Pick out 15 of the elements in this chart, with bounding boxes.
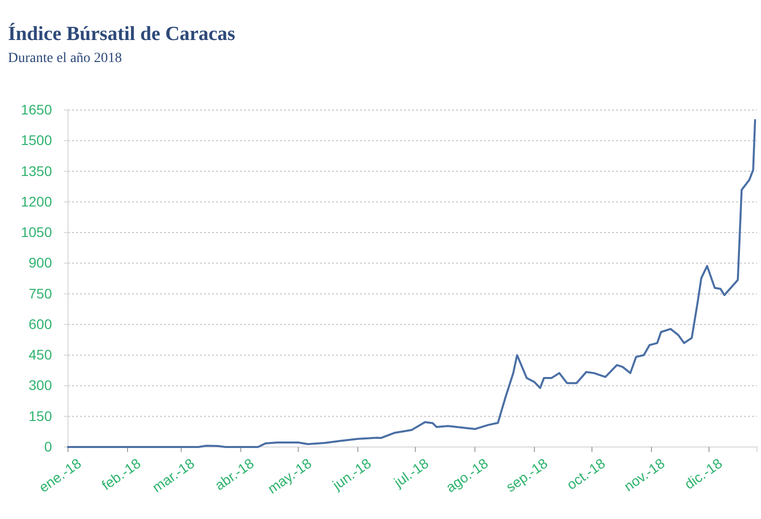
y-tick-label: 450 [28, 346, 52, 363]
y-tick-label: 150 [28, 408, 52, 424]
y-tick-label: 750 [28, 285, 52, 302]
y-tick-label: 1650 [20, 101, 52, 118]
y-tick-label: 300 [28, 377, 52, 394]
chart-title: Índice Búrsatil de Caracas [8, 22, 236, 45]
y-tick-label: 1500 [20, 132, 52, 148]
y-tick-label: 1350 [20, 162, 52, 179]
y-tick-label: 600 [28, 316, 52, 332]
y-tick-label: 0 [44, 438, 52, 454]
y-tick-label: 1050 [20, 224, 52, 240]
y-tick-label: 900 [28, 254, 52, 271]
chart-subtitle: Durante el año 2018 [8, 51, 122, 66]
line-series [67, 119, 756, 448]
y-tick-label: 1200 [20, 193, 52, 210]
